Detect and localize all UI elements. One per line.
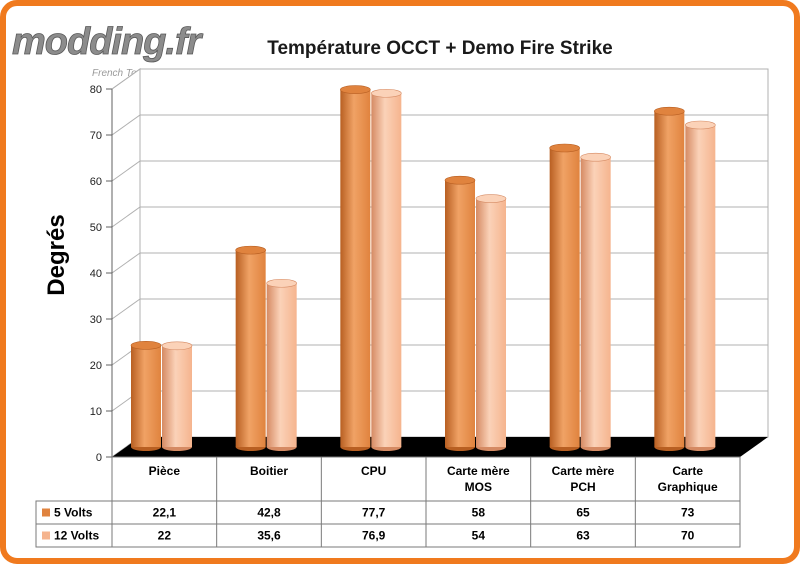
grid-line xyxy=(111,68,768,90)
bar xyxy=(549,143,580,451)
bar xyxy=(266,278,297,451)
table-value-cell: 58 xyxy=(472,506,486,520)
bar xyxy=(654,106,685,451)
table-value-cell: 54 xyxy=(472,529,486,543)
bar-body xyxy=(445,180,475,447)
bar-body xyxy=(476,198,506,447)
bars xyxy=(130,85,716,451)
bar-top xyxy=(580,152,611,162)
bar xyxy=(235,245,266,451)
bar-body xyxy=(580,157,611,447)
bar xyxy=(340,85,371,451)
bar-top xyxy=(266,278,297,288)
table-value-cell: 65 xyxy=(576,506,590,520)
table-value-cell: 76,9 xyxy=(362,529,386,543)
table-header-cell: Boitier xyxy=(250,464,288,478)
table-value-cell: 70 xyxy=(681,529,695,543)
bar xyxy=(130,341,162,451)
y-axis-ticks: 0 10 20 30 40 50 60 70 80 xyxy=(90,84,113,464)
chart-title: Température OCCT + Demo Fire Strike xyxy=(267,38,612,59)
bar-body xyxy=(654,111,685,447)
table-value-cell: 63 xyxy=(576,529,590,543)
watermark-logo: modding.fr French Touch xyxy=(12,21,205,79)
bar-body xyxy=(266,283,297,447)
table-value-cell: 42,8 xyxy=(257,506,281,520)
bar-body xyxy=(340,89,371,447)
bar-top xyxy=(654,106,685,116)
legend-swatch xyxy=(42,531,50,540)
table-value-cell: 73 xyxy=(681,506,695,520)
bar-body xyxy=(549,148,580,447)
table-value-cell: 77,7 xyxy=(362,506,386,520)
bar-top xyxy=(161,341,193,351)
bar-top xyxy=(340,85,371,94)
y-tick-label: 0 xyxy=(96,452,102,464)
bar xyxy=(371,88,402,451)
bar-body xyxy=(685,125,716,447)
table-header-cell: CPU xyxy=(361,464,386,478)
bar xyxy=(444,175,476,451)
grid-line xyxy=(111,114,768,136)
bar-top xyxy=(130,341,162,350)
bar-top xyxy=(444,175,476,185)
table-header-cell: Pièce xyxy=(149,464,181,478)
y-tick-label: 70 xyxy=(90,130,102,142)
table-header-cell: Carte Graphique xyxy=(658,464,718,494)
bar-top xyxy=(475,194,507,203)
bar-body xyxy=(371,93,402,447)
legend-swatch xyxy=(42,508,50,517)
table-header-cell: Carte mère MOS xyxy=(447,464,510,494)
bar-top xyxy=(685,120,716,130)
bar-body xyxy=(162,345,192,447)
data-table: Pièce Boitier CPU Carte mère MOS Carte mère PC… xyxy=(35,456,741,548)
bar xyxy=(685,120,716,451)
y-tick-label: 80 xyxy=(90,84,102,96)
y-tick-label: 20 xyxy=(90,360,102,372)
bar xyxy=(475,194,507,451)
y-tick-label: 40 xyxy=(90,268,102,280)
bar xyxy=(580,152,611,451)
table-value-cell: 22 xyxy=(158,529,172,543)
bar xyxy=(161,341,193,451)
y-tick-label: 60 xyxy=(90,176,102,188)
bar-body xyxy=(235,250,266,447)
table-value-cell: 35,6 xyxy=(257,529,281,543)
bar-top xyxy=(235,245,266,255)
table-value-cell: 22,1 xyxy=(153,506,177,520)
logo-tagline: French Touch xyxy=(92,68,153,79)
y-tick-label: 30 xyxy=(90,314,102,326)
logo-text: modding.fr xyxy=(12,21,204,63)
bar-body xyxy=(131,345,161,447)
y-tick-label: 10 xyxy=(90,406,102,418)
bar-top xyxy=(371,88,402,98)
legend-series-name: 12 Volts xyxy=(54,529,99,543)
legend-series-name: 5 Volts xyxy=(54,506,93,520)
y-axis-label: Degrés xyxy=(43,214,70,295)
y-tick-label: 50 xyxy=(90,222,102,234)
bar-top xyxy=(549,143,580,153)
table-header-cell: Carte mère PCH xyxy=(552,464,615,494)
